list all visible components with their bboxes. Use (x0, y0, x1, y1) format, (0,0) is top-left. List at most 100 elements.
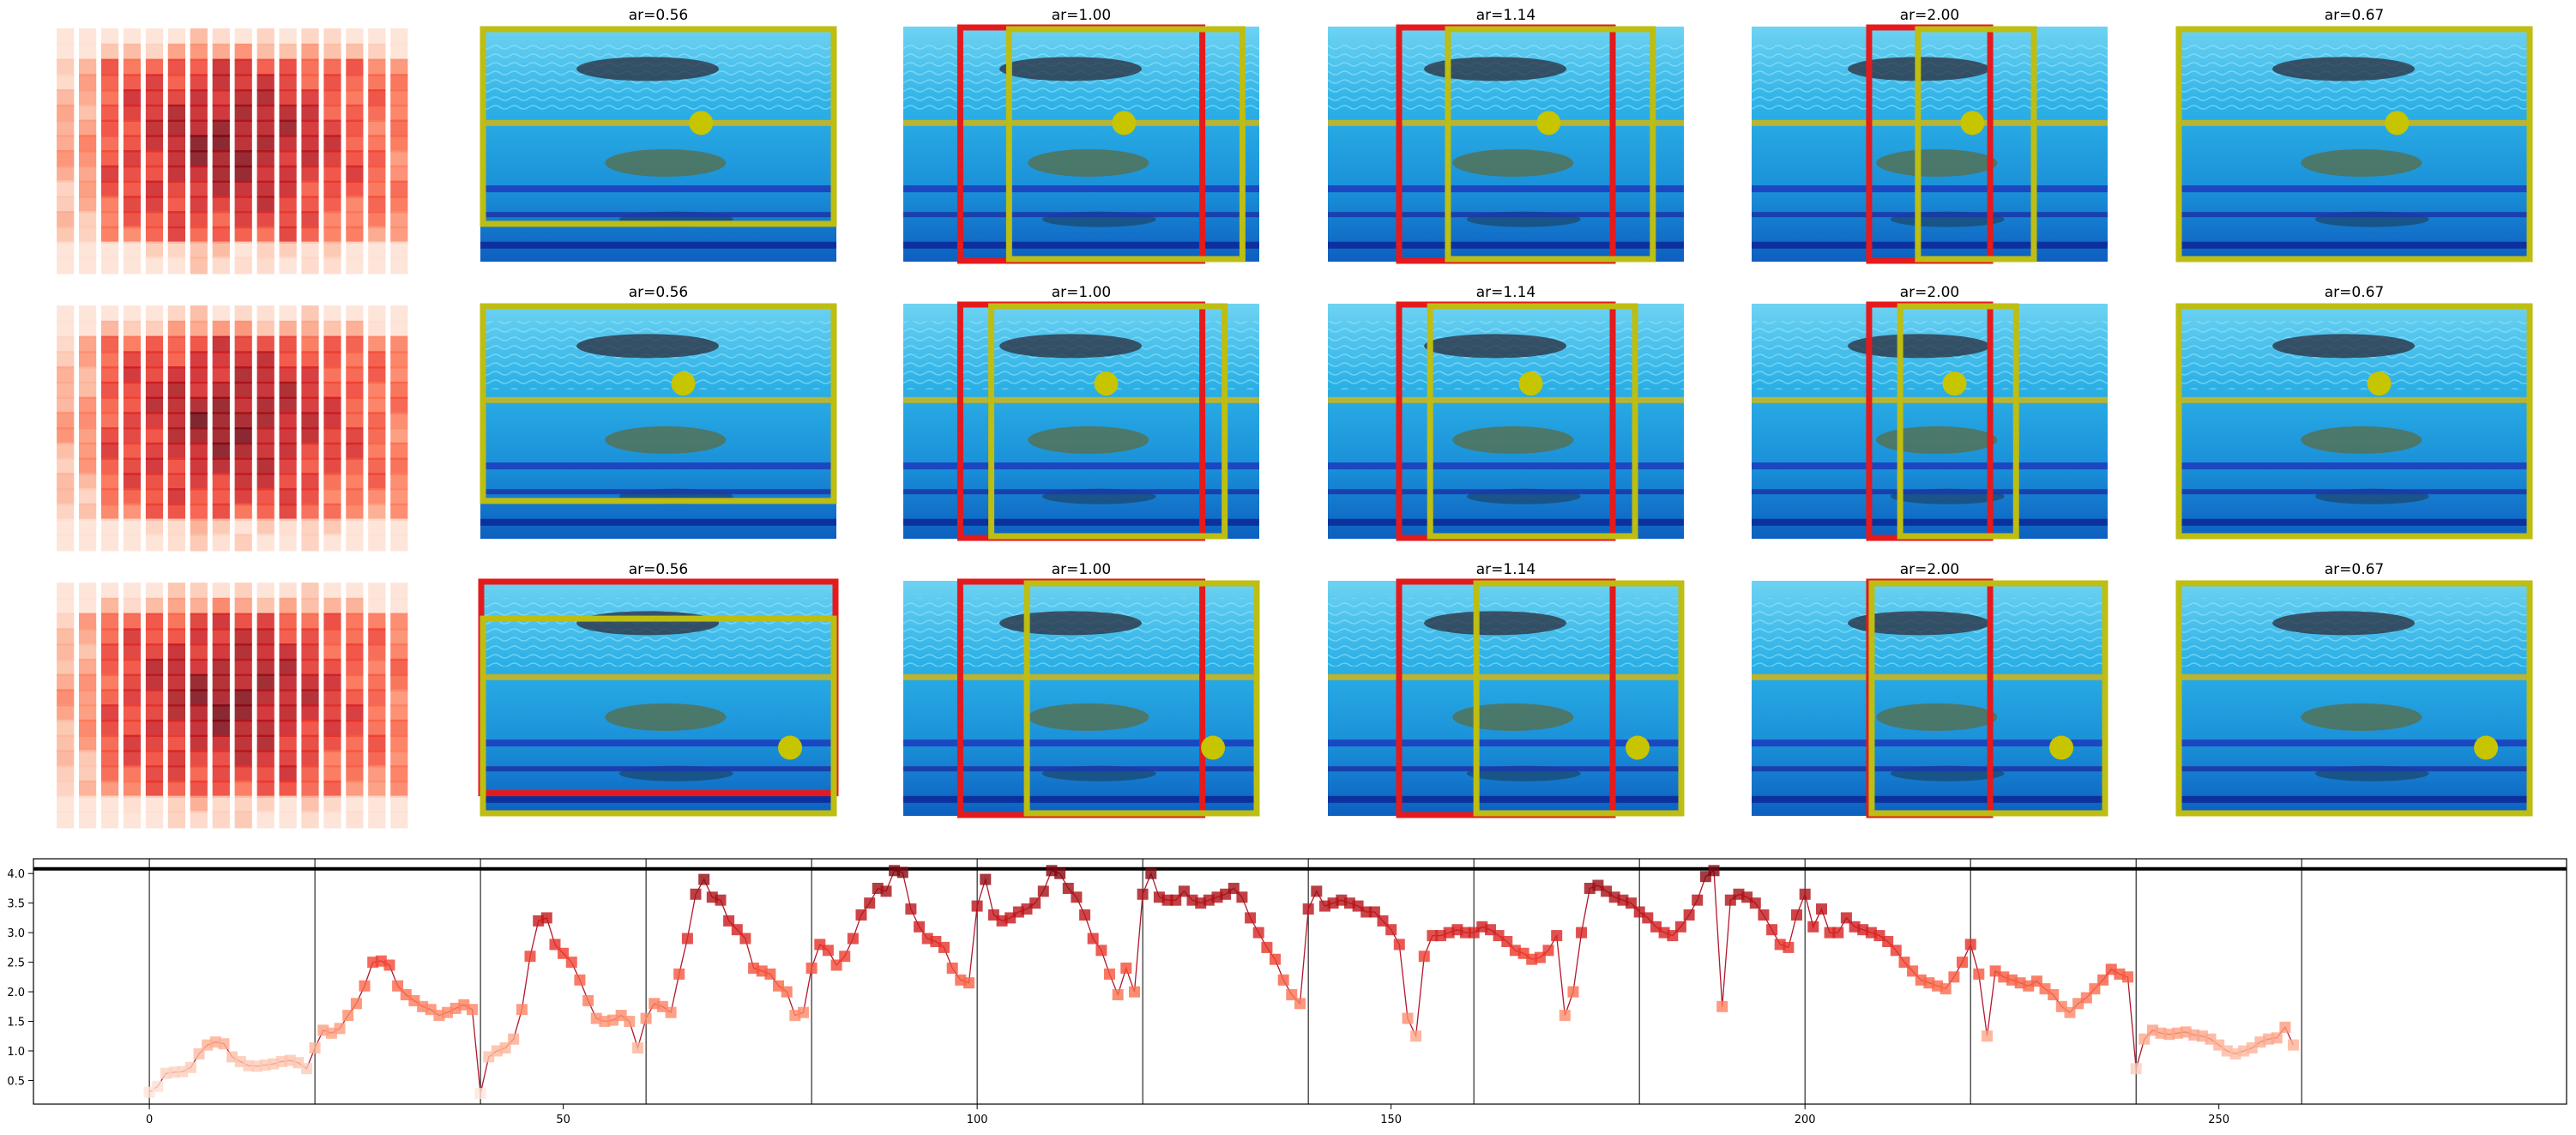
heatmap-cell (79, 43, 97, 61)
heatmap-cell (390, 351, 408, 369)
data-point (1302, 903, 1314, 915)
heatmap-cell (279, 457, 297, 475)
heatmap-cell (368, 750, 386, 768)
lane-rope (1752, 673, 2108, 680)
heatmap-cell (256, 613, 274, 631)
heatmap-cell (57, 381, 75, 399)
heatmap-cell (346, 780, 364, 798)
heatmap-cell (123, 689, 142, 707)
heatmap-cell (145, 811, 164, 829)
data-point (2080, 992, 2092, 1004)
x-tick-label: 50 (556, 1114, 570, 1126)
heatmap-cell (123, 643, 142, 661)
heatmap-cell (123, 412, 142, 430)
heatmap-cell (212, 196, 230, 214)
heatmap-cell (279, 43, 297, 61)
data-point (764, 968, 776, 980)
heatmap-cell (212, 534, 230, 552)
heatmap-cell (368, 381, 386, 399)
heatmap-cell (190, 795, 208, 813)
data-point (1626, 897, 1637, 909)
heatmap-cell (57, 74, 75, 92)
heatmap-cell (346, 43, 364, 61)
heatmap-cell (145, 689, 164, 707)
heatmap-cell (368, 457, 386, 475)
data-point (1567, 986, 1579, 998)
heatmap-cell (145, 412, 164, 430)
heatmap-cell (368, 28, 386, 46)
heatmap-cell (167, 305, 185, 323)
heatmap-cell (79, 165, 97, 183)
heatmap-cell (256, 628, 274, 646)
data-point (1758, 909, 1770, 921)
data-point (342, 1010, 354, 1022)
heatmap-cell (256, 335, 274, 353)
heatmap-cell (256, 58, 274, 76)
lane-rope (903, 489, 1259, 495)
data-point (1749, 897, 1761, 909)
heatmap-cell (256, 780, 274, 798)
heatmap-cell (145, 366, 164, 384)
heatmap-cell (368, 427, 386, 445)
heatmap-cell (256, 119, 274, 137)
heatmap-cell (256, 658, 274, 676)
heatmap-cell (167, 320, 185, 338)
target-dot (1518, 371, 1543, 396)
heatmap-cell (234, 335, 252, 353)
heatmap-cell (167, 750, 185, 768)
data-point (1418, 951, 1430, 963)
heatmap-cell (234, 473, 252, 491)
heatmap-cell (301, 628, 319, 646)
heatmap-cell (167, 488, 185, 506)
heatmap-cell (57, 765, 75, 783)
heatmap-cell (123, 765, 142, 783)
heatmap-cell (234, 74, 252, 92)
series-line (148, 869, 2295, 1094)
x-tick-label: 100 (967, 1114, 988, 1126)
heatmap-cell (167, 704, 185, 722)
heatmap-cell (101, 43, 119, 61)
heatmap-cell (79, 351, 97, 369)
heatmap-cell (256, 503, 274, 521)
heatmap-cell (256, 257, 274, 275)
heatmap-cell (145, 719, 164, 737)
lane-rope (1328, 119, 1684, 126)
lane-rope (1328, 489, 1684, 495)
heatmap-cell (346, 673, 364, 691)
heatmap-cell (212, 119, 230, 137)
heatmap-cell (368, 689, 386, 707)
heatmap-cell (212, 241, 230, 259)
heatmap-cell (301, 43, 319, 61)
data-point (574, 974, 586, 986)
data-point (184, 1061, 196, 1073)
heatmap-cell (323, 673, 341, 691)
heatmap-cell (57, 257, 75, 275)
heatmap-cell (390, 381, 408, 399)
heatmap-cell (368, 811, 386, 829)
heatmap-cell (368, 150, 386, 168)
data-point (830, 959, 842, 971)
heatmap-cell (101, 765, 119, 783)
heatmap-cell (256, 135, 274, 153)
data-point (632, 1042, 643, 1053)
heatmap-cell (190, 335, 208, 353)
heatmap-cell (101, 597, 119, 615)
swimmer-2 (1028, 148, 1149, 177)
heatmap-cell (256, 442, 274, 460)
heatmap-cell (301, 305, 319, 323)
heatmap-cell (301, 613, 319, 631)
data-point (1129, 986, 1140, 998)
lane-rope (1752, 396, 2108, 403)
heatmap-cell (346, 320, 364, 338)
heatmap-cell (390, 442, 408, 460)
heatmap-cell (212, 396, 230, 414)
heatmap-cell (123, 104, 142, 122)
heatmap-cell (323, 135, 341, 153)
heatmap-cell (190, 457, 208, 475)
heatmap-cell (346, 518, 364, 536)
heatmap-cell (190, 43, 208, 61)
heatmap-cell (301, 734, 319, 752)
lane-rope (1328, 462, 1684, 470)
data-point (1104, 968, 1115, 980)
heatmap-cell (323, 165, 341, 183)
